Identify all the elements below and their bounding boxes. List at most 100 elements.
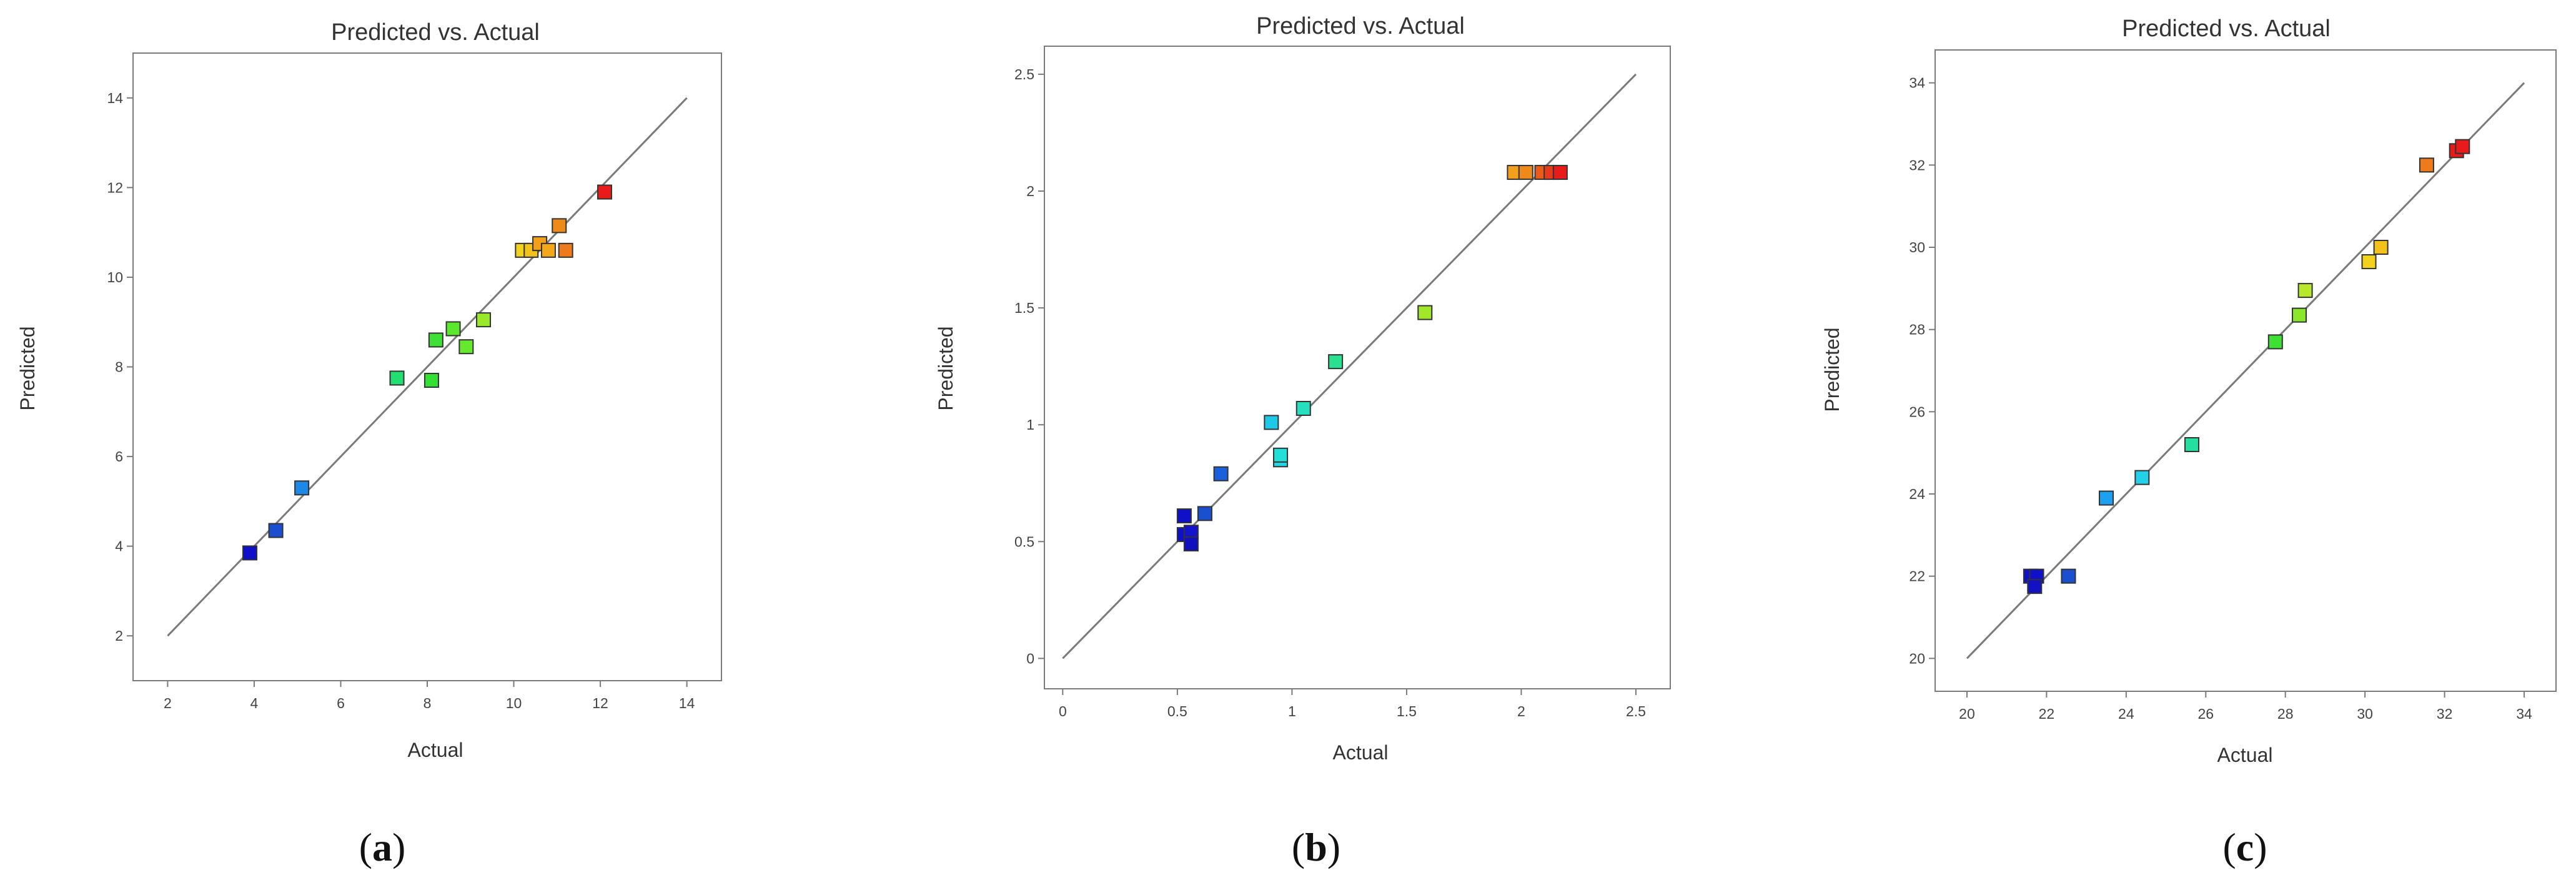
- chart-a-title: Predicted vs. Actual: [331, 19, 540, 46]
- data-point: [2061, 568, 2076, 584]
- data-point: [2373, 240, 2389, 255]
- y-tick-label: 2: [1026, 183, 1034, 199]
- x-tick-label: 1.5: [1397, 703, 1417, 719]
- chart-b-points: [1176, 165, 1568, 552]
- chart-panel-b: Predicted vs. Actual 0 0.5 1 1.5 2 2.5 0 0.5 1 1…: [934, 13, 1671, 869]
- y-tick-label: 2: [115, 628, 123, 644]
- chart-c-points: [2023, 139, 2470, 594]
- y-tick-label: 20: [1909, 650, 1925, 666]
- data-point: [2419, 157, 2434, 173]
- y-tick-label: 4: [115, 538, 123, 555]
- x-tick-label: 26: [2197, 706, 2214, 722]
- data-point: [2361, 254, 2377, 270]
- data-point: [389, 370, 405, 386]
- chart-panel-a: Predicted vs. Actual 2 4 6 8 10 12 14 2 4 6 8 10 12…: [16, 19, 722, 869]
- x-tick-label: 22: [2039, 706, 2055, 722]
- y-tick-label: 24: [1909, 486, 1925, 502]
- x-tick-label: 24: [2118, 706, 2134, 722]
- data-point: [597, 184, 612, 200]
- data-point: [2134, 470, 2150, 485]
- x-tick-label: 0: [1059, 703, 1067, 719]
- x-tick-label: 32: [2437, 706, 2453, 722]
- y-tick-label: 2.5: [1014, 66, 1034, 82]
- data-point: [1213, 466, 1229, 481]
- chart-a-x-ticks: 2 4 6 8 10 12 14: [164, 681, 695, 711]
- y-tick-label: 26: [1909, 403, 1925, 420]
- chart-a-x-axis-label: Actual: [408, 739, 463, 761]
- y-tick-label: 28: [1909, 322, 1925, 338]
- panel-label-b: (b): [1292, 825, 1340, 869]
- data-point: [242, 545, 258, 561]
- y-tick-label: 1: [1026, 417, 1034, 433]
- y-tick-label: 22: [1909, 568, 1925, 585]
- data-point: [1183, 536, 1199, 552]
- y-tick-label: 12: [107, 179, 123, 195]
- x-tick-label: 10: [506, 695, 522, 711]
- data-point: [476, 312, 492, 328]
- chart-panel-c: Predicted vs. Actual 20 22 24 26 28 30 32 34 20…: [1821, 16, 2557, 869]
- x-tick-label: 2: [1517, 703, 1525, 719]
- chart-c-reference-line: [1966, 82, 2525, 659]
- y-tick-label: 14: [107, 90, 123, 106]
- chart-c-plot-frame: [1934, 49, 2557, 692]
- chart-b-y-axis-label: Predicted: [934, 326, 957, 410]
- data-point: [1176, 508, 1192, 524]
- x-tick-label: 0.5: [1167, 703, 1187, 719]
- data-point: [2027, 579, 2043, 594]
- data-point: [1295, 400, 1311, 416]
- x-tick-label: 34: [2516, 706, 2532, 722]
- data-point: [552, 218, 567, 234]
- x-tick-label: 1: [1288, 703, 1296, 719]
- x-tick-label: 2: [164, 695, 172, 711]
- chart-b-y-ticks: 0 0.5 1 1.5 2 2.5: [1014, 66, 1044, 666]
- y-tick-label: 1.5: [1014, 300, 1034, 316]
- data-point: [540, 242, 556, 258]
- x-tick-label: 12: [592, 695, 608, 711]
- data-point: [2297, 283, 2313, 298]
- chart-a-y-axis-label: Predicted: [16, 326, 39, 410]
- x-tick-label: 14: [679, 695, 695, 711]
- x-tick-label: 2.5: [1626, 703, 1646, 719]
- data-point: [294, 480, 310, 496]
- data-point: [2292, 307, 2307, 323]
- chart-b-x-ticks: 0 0.5 1 1.5 2 2.5: [1059, 689, 1646, 719]
- y-tick-label: 6: [115, 448, 123, 465]
- data-point: [428, 332, 443, 348]
- data-point: [1273, 447, 1289, 463]
- data-point: [1518, 165, 1533, 180]
- data-point: [424, 373, 439, 388]
- chart-c-x-axis-label: Actual: [2217, 744, 2273, 766]
- panel-label-c: (c): [2222, 825, 2267, 869]
- y-tick-label: 0.5: [1014, 533, 1034, 550]
- chart-c-title: Predicted vs. Actual: [2122, 16, 2331, 42]
- data-point: [1552, 165, 1568, 180]
- panel-label-a: (a): [359, 825, 406, 869]
- data-point: [1264, 415, 1279, 430]
- data-point: [2267, 334, 2283, 350]
- y-tick-label: 30: [1909, 239, 1925, 255]
- data-point: [445, 321, 461, 337]
- chart-b-plot-frame: [1044, 46, 1671, 689]
- data-point: [2184, 437, 2199, 452]
- x-tick-label: 4: [250, 695, 259, 711]
- data-point: [2098, 490, 2114, 506]
- x-tick-label: 6: [337, 695, 345, 711]
- data-point: [1417, 305, 1433, 320]
- data-point: [2455, 139, 2470, 154]
- chart-b-reference-line: [1062, 73, 1637, 659]
- x-tick-label: 20: [1959, 706, 1975, 722]
- chart-a-points: [242, 184, 612, 561]
- x-tick-label: 28: [2277, 706, 2294, 722]
- chart-a-y-ticks: 2 4 6 8 10 12 14: [107, 90, 133, 644]
- chart-b-x-axis-label: Actual: [1333, 741, 1389, 764]
- data-point: [558, 242, 573, 258]
- y-tick-label: 32: [1909, 157, 1925, 173]
- data-point: [1197, 506, 1212, 521]
- y-tick-label: 8: [115, 359, 123, 375]
- y-tick-label: 34: [1909, 75, 1925, 91]
- chart-c-y-ticks: 20 22 24 26 28 30 32 34: [1909, 75, 1935, 666]
- x-tick-label: 8: [424, 695, 432, 711]
- data-point: [1328, 354, 1344, 370]
- data-point: [268, 523, 284, 538]
- chart-b-title: Predicted vs. Actual: [1256, 13, 1465, 39]
